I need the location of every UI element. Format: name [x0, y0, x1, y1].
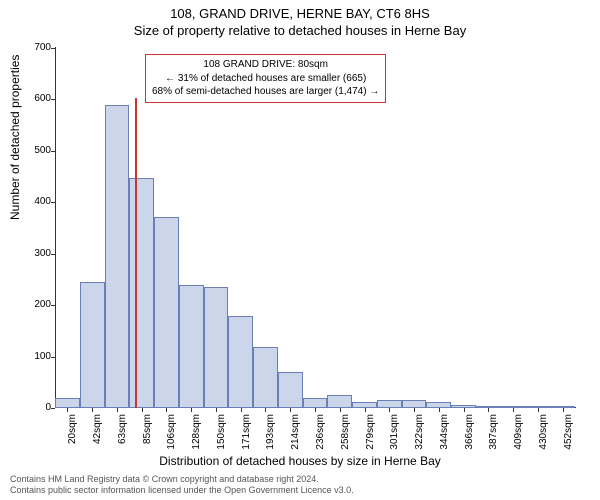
x-tick-mark [142, 408, 143, 412]
y-tick-mark [51, 305, 55, 306]
y-tick-label: 400 [23, 196, 51, 207]
y-tick-label: 0 [23, 402, 51, 413]
y-tick-mark [51, 99, 55, 100]
callout-box: 108 GRAND DRIVE: 80sqm← 31% of detached … [145, 54, 386, 103]
y-tick-label: 500 [23, 145, 51, 156]
y-tick-mark [51, 357, 55, 358]
y-tick-mark [51, 151, 55, 152]
histogram-bar [303, 398, 328, 408]
footer-line-1: Contains HM Land Registry data © Crown c… [10, 474, 590, 485]
y-tick-label: 300 [23, 248, 51, 259]
histogram-bar [154, 217, 179, 408]
histogram-bar [129, 178, 154, 408]
callout-line: 68% of semi-detached houses are larger (… [152, 85, 379, 99]
x-tick-mark [92, 408, 93, 412]
histogram-bar [327, 395, 352, 408]
y-tick-label: 200 [23, 299, 51, 310]
histogram-bar [80, 282, 105, 408]
histogram-bar [55, 398, 80, 408]
histogram-bar [179, 285, 204, 408]
x-tick-mark [389, 408, 390, 412]
histogram-bar [278, 372, 303, 408]
x-tick-mark [513, 408, 514, 412]
chart-container: 108, GRAND DRIVE, HERNE BAY, CT6 8HS Siz… [0, 0, 600, 500]
y-axis-label: Number of detached properties [8, 55, 22, 220]
x-axis-label: Distribution of detached houses by size … [0, 454, 600, 468]
property-marker-line [135, 98, 137, 408]
x-tick-mark [117, 408, 118, 412]
x-tick-mark [340, 408, 341, 412]
x-tick-mark [439, 408, 440, 412]
x-tick-mark [191, 408, 192, 412]
chart-area: 010020030040050060070020sqm42sqm63sqm85s… [55, 48, 575, 408]
x-tick-mark [265, 408, 266, 412]
title-main: 108, GRAND DRIVE, HERNE BAY, CT6 8HS [0, 0, 600, 21]
x-tick-mark [216, 408, 217, 412]
histogram-bar [253, 347, 278, 408]
y-tick-label: 600 [23, 93, 51, 104]
x-tick-mark [563, 408, 564, 412]
x-tick-mark [290, 408, 291, 412]
histogram-bar [402, 400, 427, 408]
y-tick-mark [51, 202, 55, 203]
y-tick-mark [51, 48, 55, 49]
y-tick-label: 100 [23, 351, 51, 362]
histogram-bar [228, 316, 253, 408]
x-tick-mark [315, 408, 316, 412]
footer: Contains HM Land Registry data © Crown c… [10, 474, 590, 496]
histogram-bar [377, 400, 402, 408]
y-tick-mark [51, 254, 55, 255]
callout-line: 108 GRAND DRIVE: 80sqm [152, 58, 379, 72]
x-tick-mark [241, 408, 242, 412]
y-tick-mark [51, 408, 55, 409]
x-tick-mark [488, 408, 489, 412]
x-tick-mark [464, 408, 465, 412]
x-tick-mark [365, 408, 366, 412]
histogram-bar [204, 287, 229, 408]
x-tick-mark [67, 408, 68, 412]
x-tick-mark [538, 408, 539, 412]
x-tick-mark [166, 408, 167, 412]
y-tick-label: 700 [23, 42, 51, 53]
footer-line-2: Contains public sector information licen… [10, 485, 590, 496]
title-sub: Size of property relative to detached ho… [0, 21, 600, 38]
callout-line: ← 31% of detached houses are smaller (66… [152, 72, 379, 86]
histogram-bar [105, 105, 130, 408]
x-tick-mark [414, 408, 415, 412]
